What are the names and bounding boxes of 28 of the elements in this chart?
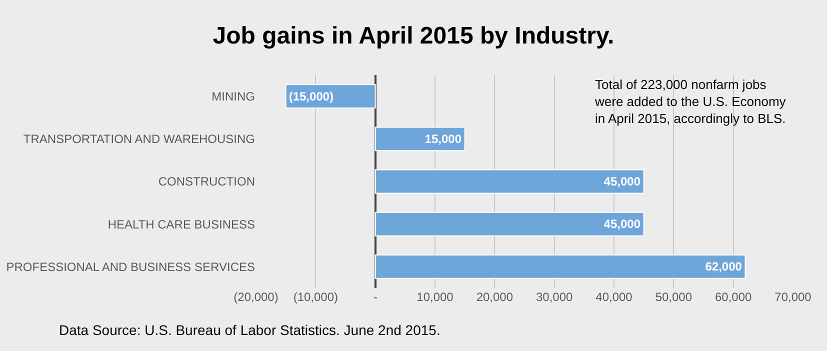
- bar: [374, 126, 466, 152]
- y-tick-label: PROFESSIONAL AND BUSINESS SERVICES: [6, 260, 255, 274]
- x-tick-label: 10,000: [416, 290, 454, 304]
- y-tick-label: TRANSPORTATION AND WAREHOUSING: [23, 132, 255, 146]
- x-tick-label: -: [373, 290, 378, 304]
- source-note: Data Source: U.S. Bureau of Labor Statistics. June 2nd 2015.: [59, 322, 440, 338]
- bar: [374, 254, 746, 279]
- data-label: 45,000: [604, 217, 641, 232]
- data-label: 45,000: [604, 174, 641, 189]
- chart-title: Job gains in April 2015 by Industry.: [212, 22, 614, 50]
- bar: [374, 169, 644, 194]
- x-tick-label: 20,000: [476, 290, 514, 304]
- x-tick-label: (20,000): [234, 290, 278, 304]
- x-tick-label: (10,000): [293, 290, 338, 304]
- y-tick-label: CONSTRUCTION: [158, 174, 255, 189]
- data-label: 62,000: [705, 260, 742, 274]
- bar: [374, 212, 644, 236]
- data-label: (15,000): [288, 89, 334, 104]
- x-tick-label: 70,000: [774, 290, 812, 304]
- x-tick-label: 60,000: [714, 290, 752, 304]
- data-label: 15,000: [424, 132, 462, 146]
- x-tick-label: 50,000: [655, 290, 692, 304]
- x-tick-label: 30,000: [536, 290, 574, 304]
- y-tick-label: HEALTH CARE BUSINESS: [108, 217, 255, 232]
- annotation: Total of 223,000 nonfarm jobs were added to the U.S. Economy in April 2015, accordingly to BLS.: [594, 77, 786, 126]
- y-tick-label: MINING: [212, 90, 255, 104]
- x-tick-label: 40,000: [596, 290, 633, 304]
- bar: [285, 84, 376, 109]
